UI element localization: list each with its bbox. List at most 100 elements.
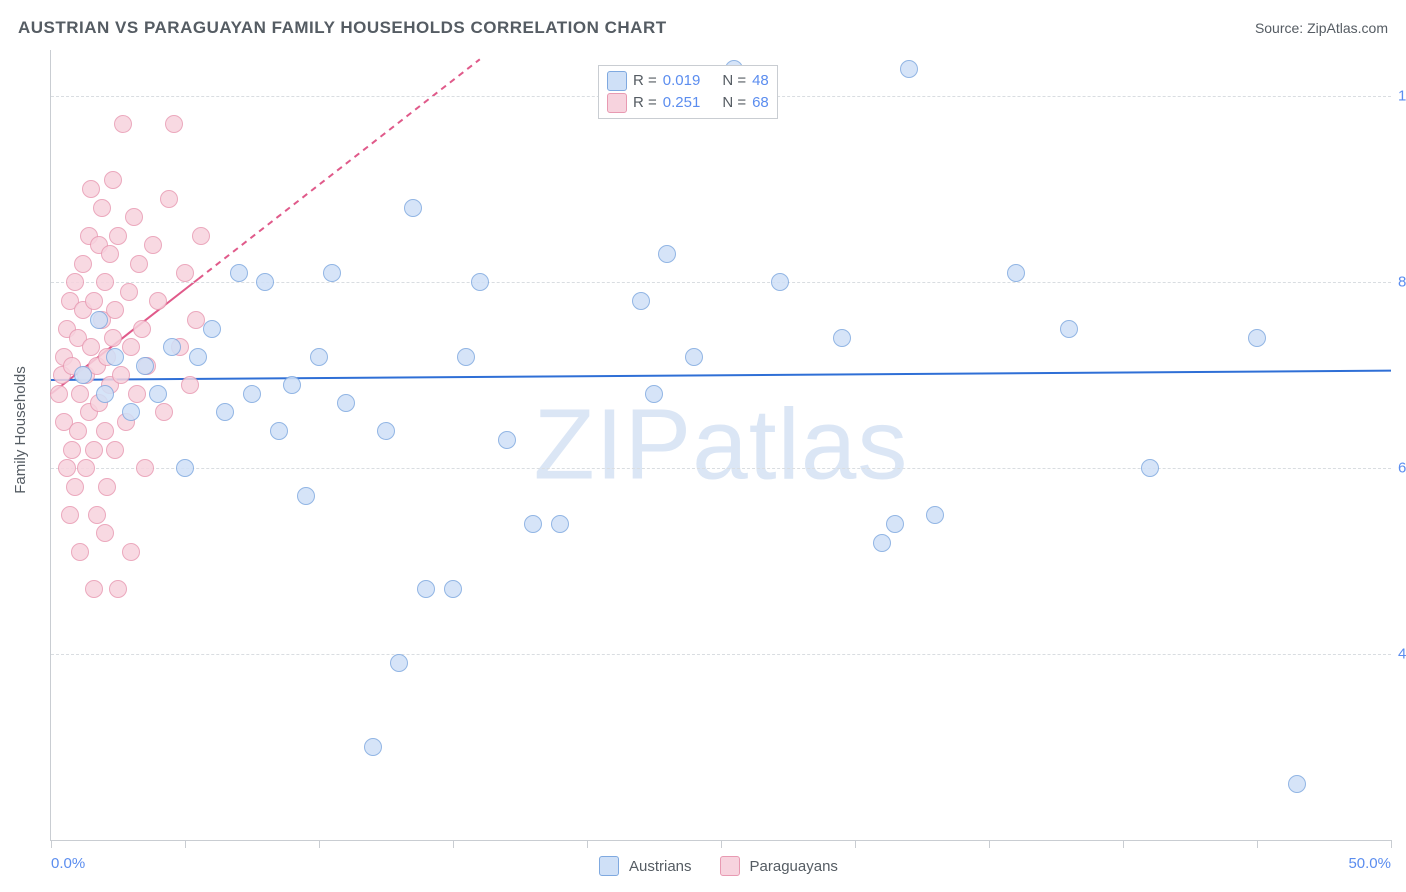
austrians-marker <box>771 273 789 291</box>
paraguayans-marker <box>144 236 162 254</box>
gridline <box>51 468 1391 469</box>
paraguayans-marker <box>106 301 124 319</box>
paraguayans-marker <box>96 273 114 291</box>
austrians-marker <box>926 506 944 524</box>
paraguayans-marker <box>155 403 173 421</box>
austrians-marker <box>96 385 114 403</box>
paraguayans-marker <box>149 292 167 310</box>
austrians-swatch <box>599 856 619 876</box>
x-tick <box>1391 840 1392 848</box>
austrians-marker <box>886 515 904 533</box>
paraguayans-swatch <box>720 856 740 876</box>
austrians-marker <box>189 348 207 366</box>
austrians-marker <box>632 292 650 310</box>
austrians-marker <box>1288 775 1306 793</box>
y-tick-label: 40.0% <box>1398 646 1406 663</box>
paraguayans-marker <box>96 524 114 542</box>
paraguayans-marker <box>98 478 116 496</box>
gridline <box>51 282 1391 283</box>
watermark: ZIPatlas <box>534 388 909 503</box>
austrians-marker <box>216 403 234 421</box>
paraguayans-marker <box>66 478 84 496</box>
paraguayans-marker <box>69 422 87 440</box>
paraguayans-marker <box>112 366 130 384</box>
austrians-marker <box>524 515 542 533</box>
paraguayans-marker <box>93 199 111 217</box>
paraguayans-legend-label: Paraguayans <box>750 858 838 875</box>
paraguayans-marker <box>165 115 183 133</box>
austrians-marker <box>297 487 315 505</box>
paraguayans-swatch <box>607 93 627 113</box>
y-tick-label: 80.0% <box>1398 274 1406 291</box>
stats-legend: R =0.019N =48R =0.251N =68 <box>598 65 778 119</box>
austrians-marker <box>471 273 489 291</box>
x-tick-label: 50.0% <box>1348 855 1391 872</box>
paraguayans-marker <box>125 208 143 226</box>
stat-n-value: 68 <box>752 92 769 114</box>
x-tick <box>1257 840 1258 848</box>
stats-row: R =0.251N =68 <box>607 92 769 114</box>
austrians-marker <box>163 338 181 356</box>
paraguayans-marker <box>114 115 132 133</box>
gridline <box>51 654 1391 655</box>
paraguayans-marker <box>109 580 127 598</box>
paraguayans-marker <box>71 385 89 403</box>
austrians-marker <box>203 320 221 338</box>
paraguayans-marker <box>181 376 199 394</box>
stat-r-value: 0.019 <box>663 70 701 92</box>
austrians-legend-label: Austrians <box>629 858 692 875</box>
x-tick <box>989 840 990 848</box>
paraguayans-marker <box>130 255 148 273</box>
stats-row: R =0.019N =48 <box>607 70 769 92</box>
austrians-marker <box>417 580 435 598</box>
paraguayans-marker <box>187 311 205 329</box>
paraguayans-marker <box>104 171 122 189</box>
austrians-marker <box>1060 320 1078 338</box>
austrians-marker <box>498 431 516 449</box>
paraguayans-marker <box>50 385 68 403</box>
paraguayans-marker <box>85 292 103 310</box>
paraguayans-marker <box>85 580 103 598</box>
paraguayans-marker <box>120 283 138 301</box>
austrians-marker <box>310 348 328 366</box>
trend-line <box>51 371 1391 380</box>
austrians-marker <box>685 348 703 366</box>
austrians-swatch <box>607 71 627 91</box>
x-tick <box>721 840 722 848</box>
austrians-marker <box>1248 329 1266 347</box>
paraguayans-marker <box>101 245 119 263</box>
stat-n-value: 48 <box>752 70 769 92</box>
x-tick <box>319 840 320 848</box>
austrians-marker <box>136 357 154 375</box>
paraguayans-marker <box>128 385 146 403</box>
austrians-marker <box>176 459 194 477</box>
austrians-marker <box>444 580 462 598</box>
paraguayans-marker <box>77 459 95 477</box>
paraguayans-marker <box>61 506 79 524</box>
austrians-marker <box>1141 459 1159 477</box>
paraguayans-marker <box>133 320 151 338</box>
paraguayans-marker <box>122 338 140 356</box>
paraguayans-marker <box>71 543 89 561</box>
austrians-marker <box>390 654 408 672</box>
austrians-marker <box>323 264 341 282</box>
plot-area: ZIPatlas 40.0%60.0%80.0%100.0%0.0%50.0%R… <box>50 50 1391 841</box>
paraguayans-marker <box>82 180 100 198</box>
stat-n-label: N = <box>722 70 746 92</box>
x-tick <box>185 840 186 848</box>
austrians-marker <box>230 264 248 282</box>
paraguayans-marker <box>58 459 76 477</box>
paraguayans-marker <box>63 441 81 459</box>
austrians-marker <box>404 199 422 217</box>
paraguayans-marker <box>104 329 122 347</box>
paraguayans-marker <box>85 441 103 459</box>
austrians-marker <box>243 385 261 403</box>
paraguayans-marker <box>192 227 210 245</box>
austrians-marker <box>270 422 288 440</box>
austrians-marker <box>900 60 918 78</box>
y-axis-label: Family Households <box>12 366 29 494</box>
austrians-marker <box>122 403 140 421</box>
austrians-marker <box>149 385 167 403</box>
austrians-marker <box>90 311 108 329</box>
x-tick <box>855 840 856 848</box>
